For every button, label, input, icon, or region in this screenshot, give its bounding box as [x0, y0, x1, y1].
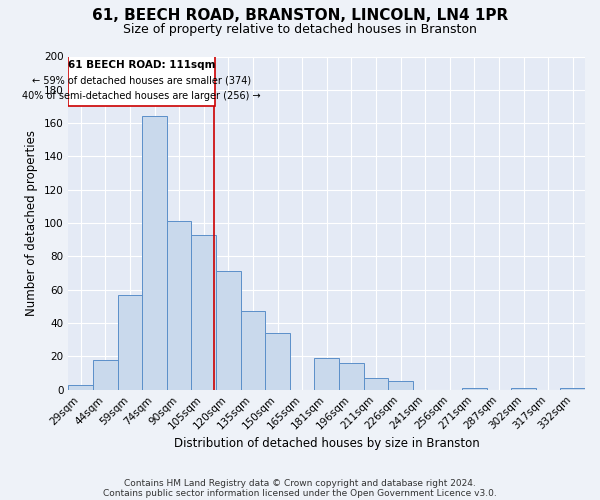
Bar	[241, 312, 265, 390]
Bar	[93, 360, 118, 390]
Bar	[560, 388, 585, 390]
Text: 61 BEECH ROAD: 111sqm: 61 BEECH ROAD: 111sqm	[68, 60, 215, 70]
Bar	[118, 295, 142, 390]
Text: ← 59% of detached houses are smaller (374): ← 59% of detached houses are smaller (37…	[32, 76, 251, 86]
Bar	[142, 116, 167, 390]
Text: Contains public sector information licensed under the Open Government Licence v3: Contains public sector information licen…	[103, 488, 497, 498]
Text: Contains HM Land Registry data © Crown copyright and database right 2024.: Contains HM Land Registry data © Crown c…	[124, 478, 476, 488]
Bar	[388, 382, 413, 390]
Bar	[191, 235, 216, 390]
Bar	[68, 384, 93, 390]
X-axis label: Distribution of detached houses by size in Branston: Distribution of detached houses by size …	[174, 437, 479, 450]
Bar	[265, 333, 290, 390]
Bar	[167, 222, 191, 390]
Bar	[68, 56, 215, 106]
Bar	[216, 272, 241, 390]
Bar	[462, 388, 487, 390]
Y-axis label: Number of detached properties: Number of detached properties	[25, 130, 38, 316]
Text: 40% of semi-detached houses are larger (256) →: 40% of semi-detached houses are larger (…	[22, 92, 261, 102]
Bar	[364, 378, 388, 390]
Bar	[339, 363, 364, 390]
Text: Size of property relative to detached houses in Branston: Size of property relative to detached ho…	[123, 22, 477, 36]
Bar	[511, 388, 536, 390]
Text: 61, BEECH ROAD, BRANSTON, LINCOLN, LN4 1PR: 61, BEECH ROAD, BRANSTON, LINCOLN, LN4 1…	[92, 8, 508, 22]
Bar	[314, 358, 339, 390]
